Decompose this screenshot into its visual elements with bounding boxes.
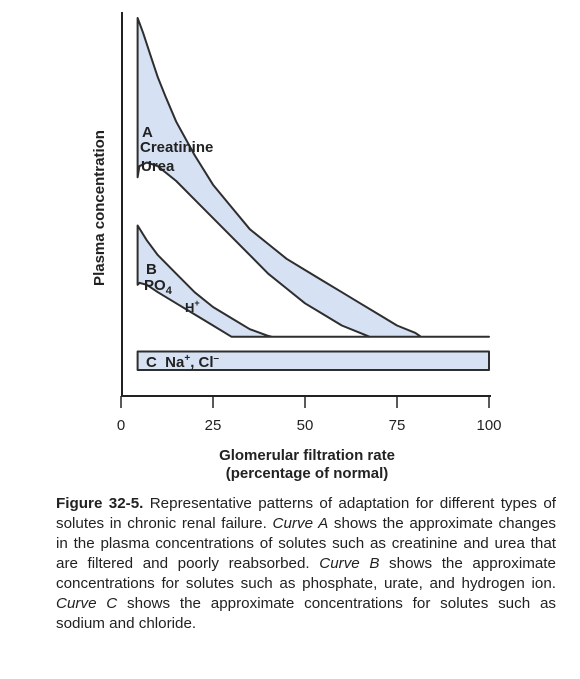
x-tick-label: 50 xyxy=(297,417,314,434)
series-b-label-plus: + xyxy=(194,298,199,308)
caption-curve-b: Curve B xyxy=(319,555,380,572)
series-b-label-h: H xyxy=(185,300,194,315)
series-c-label-plus: + xyxy=(184,353,190,364)
series-band-c xyxy=(136,350,490,371)
caption-text-3: shows the approximate concentrations for… xyxy=(56,555,556,592)
series-b-label-po: PO xyxy=(144,277,166,294)
series-a-label-creatinine: Creatinine xyxy=(140,139,213,156)
series-c-label-minus: – xyxy=(214,353,220,364)
caption-text-4: shows the approximate concentrations for… xyxy=(56,595,556,632)
chart: 0 25 50 75 100 A Creatinine Urea B PO4 H+ C … xyxy=(91,12,502,482)
x-axis-title-line2: (percentage of normal) xyxy=(226,465,389,482)
x-tick-label: 0 xyxy=(117,417,125,434)
series-c-label-cl: , Cl xyxy=(190,354,213,371)
x-axis-title-line1: Glomerular filtration rate xyxy=(219,447,395,464)
series-a-label-urea: Urea xyxy=(141,158,175,175)
series-band-b xyxy=(136,224,371,338)
series-b-label-letter: B xyxy=(146,261,157,278)
series-band-a xyxy=(136,17,490,338)
caption-text-2: shows the approximate changes in the pla… xyxy=(56,515,556,572)
x-ticks: 0 25 50 75 100 xyxy=(117,396,502,434)
x-tick-label: 75 xyxy=(389,417,406,434)
figure-label: Figure 32-5. xyxy=(56,495,144,512)
series-a-label-letter: A xyxy=(142,124,153,141)
series-b-label-h-plus: H+ xyxy=(185,298,200,315)
series-b-label-subscript-4: 4 xyxy=(166,285,173,297)
figure-caption: Figure 32-5. Representative patterns of … xyxy=(56,494,556,634)
chart-bands xyxy=(136,17,490,371)
x-tick-label: 25 xyxy=(205,417,222,434)
series-c-label-c-na: C Na xyxy=(146,354,185,371)
x-tick-label: 100 xyxy=(476,417,501,434)
series-b-label-po4: PO4 xyxy=(144,277,173,297)
caption-text-1: Representative patterns of adaptation fo… xyxy=(56,495,557,532)
caption-curve-a: Curve A xyxy=(272,515,329,532)
series-c-label: C Na+, Cl– xyxy=(146,353,220,371)
y-axis-title: Plasma concentration xyxy=(91,130,108,286)
caption-curve-c: Curve C xyxy=(56,595,118,612)
